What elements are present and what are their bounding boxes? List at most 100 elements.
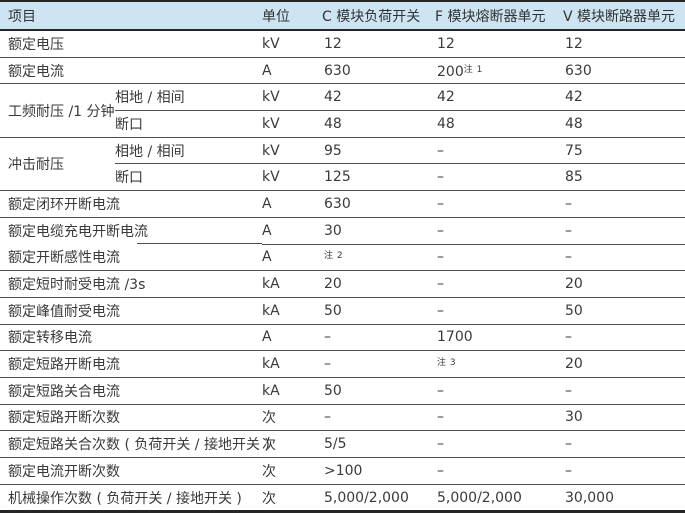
cell-label: 额定短路开断电流 (0, 350, 262, 378)
table-row: 冲击耐压 相地 / 相间 kV 95 – 75 (0, 137, 685, 192)
cell-value-v: – (563, 244, 685, 272)
table-row: 额定电流开断次数 次 >100 – – (0, 457, 685, 485)
column-header-unit: 单位 (262, 1, 322, 31)
cell-value-f: – (435, 163, 563, 192)
cell-group-label: 冲击耐压 (0, 137, 115, 192)
cell-value-f: – (435, 270, 563, 298)
cell-value-v: 75 (563, 137, 685, 165)
cell-label: 额定开断感性电流 (0, 244, 262, 272)
table-row: 额定闭环开断电流 A 630 – – (0, 190, 685, 218)
cell-value-c: >100 (322, 457, 435, 485)
cell-value-v: 20 (563, 270, 685, 298)
cell-value-v: 630 (563, 57, 685, 85)
note-superscript: 注 2 (324, 251, 344, 262)
cell-label: 额定短路关合次数 ( 负荷开关 / 接地开关 ) (0, 430, 270, 458)
cell-unit: kA (262, 377, 322, 405)
cell-value-f: 1700 (435, 324, 563, 352)
table-row: 工频耐压 /1 分钟 相地 / 相间 kV 42 42 42 (0, 83, 685, 138)
cell-unit: kA (262, 350, 322, 378)
cell-value-v: 48 (563, 110, 685, 138)
cell-value-c: – (322, 324, 435, 352)
cell-value-f: – (435, 137, 563, 165)
cell-unit: 次 (262, 457, 322, 485)
cell-value-v: 85 (563, 163, 685, 192)
cell-unit: A (262, 324, 322, 352)
cell-value-f: 200注 1 (435, 57, 563, 85)
cell-value-f: – (435, 457, 563, 485)
cell-value-v: – (563, 377, 685, 405)
column-header-v-module: V 模块断路器单元 (563, 1, 685, 31)
cell-value-f: – (435, 404, 563, 432)
table-row: 额定短时耐受电流 /3s kA 20 – 20 (0, 270, 685, 298)
cell-value-v: 30,000 (563, 484, 685, 513)
cell-unit: 次 (262, 404, 322, 432)
cell-value-c: 50 (322, 377, 435, 405)
table-row: 额定短路开断次数 次 – – 30 (0, 404, 685, 432)
cell-sub-label: 断口 (115, 163, 262, 192)
cell-label: 额定电流开断次数 (0, 457, 262, 485)
cell-value-v: 42 (563, 83, 685, 112)
table-row: 额定开断感性电流 A 注 2 – – (0, 244, 685, 272)
cell-value-f: 48 (435, 110, 563, 138)
cell-sub-label: 断口 (115, 110, 262, 138)
cell-label: 额定转移电流 (0, 324, 262, 352)
cell-value-c: 5,000/2,000 (322, 484, 435, 513)
cell-value-c: 48 (322, 110, 435, 138)
cell-sub-label: 相地 / 相间 (115, 83, 262, 112)
cell-value-c: – (322, 404, 435, 432)
note-superscript: 注 1 (463, 64, 483, 75)
cell-value-f: – (435, 297, 563, 325)
cell-label: 额定峰值耐受电流 (0, 297, 262, 325)
cell-value-v: 12 (563, 30, 685, 58)
cell-unit: kV (262, 83, 322, 112)
table-row: 额定短路关合电流 kA 50 – – (0, 377, 685, 405)
cell-value-v: – (563, 217, 685, 245)
cell-value-text: 200 (437, 63, 464, 80)
table-row: 额定短路关合次数 ( 负荷开关 / 接地开关 ) 次 5/5 – – (0, 430, 685, 458)
cell-label: 额定短路关合电流 (0, 377, 262, 405)
cell-value-c: – (322, 350, 435, 378)
cell-label: 额定短路开断次数 (0, 404, 262, 432)
cell-value-f: – (435, 244, 563, 272)
table-row: 额定转移电流 A – 1700 – (0, 324, 685, 352)
cell-unit: kV (262, 137, 322, 165)
cell-value-c: 5/5 (322, 430, 435, 458)
cell-unit: kA (262, 270, 322, 298)
cell-unit: kV (262, 163, 322, 192)
table-row: 额定峰值耐受电流 kA 50 – 50 (0, 297, 685, 325)
cell-unit: 次 (262, 484, 322, 513)
note-superscript: 注 3 (437, 358, 457, 369)
cell-value-c: 注 2 (322, 244, 435, 272)
cell-value-c: 12 (322, 30, 435, 58)
cell-value-c: 50 (322, 297, 435, 325)
cell-value-f: 12 (435, 30, 563, 58)
cell-value-c: 20 (322, 270, 435, 298)
cell-value-v: – (563, 190, 685, 218)
cell-group-label: 工频耐压 /1 分钟 (0, 83, 115, 138)
cell-value-v: – (563, 324, 685, 352)
cell-unit: A (262, 217, 322, 245)
cell-value-c: 630 (322, 190, 435, 218)
table-row: 断口 kV 48 48 48 (0, 110, 685, 138)
cell-unit: A (262, 57, 322, 85)
cell-value-f: – (435, 377, 563, 405)
column-header-item: 项目 (0, 1, 262, 31)
cell-value-c: 630 (322, 57, 435, 85)
cell-unit: 次 (262, 430, 322, 458)
table-row: 额定短路开断电流 kA – 注 3 20 (0, 350, 685, 378)
cell-value-v: 20 (563, 350, 685, 378)
column-header-f-module: F 模块熔断器单元 (435, 1, 563, 31)
cell-value-f: – (435, 430, 563, 458)
cell-value-v: 50 (563, 297, 685, 325)
cell-value-c: 42 (322, 83, 435, 112)
table-header-row: 项目 单位 C 模块负荷开关 F 模块熔断器单元 V 模块断路器单元 (0, 1, 685, 31)
cell-value-f: 注 3 (435, 350, 563, 378)
cell-unit: A (262, 190, 322, 218)
cell-value-c: 30 (322, 217, 435, 245)
cell-label: 额定电压 (0, 30, 262, 58)
cell-label: 机械操作次数 ( 负荷开关 / 接地开关 ) (0, 484, 262, 513)
cell-value-f: – (435, 190, 563, 218)
table-row: 断口 kV 125 – 85 (0, 163, 685, 192)
